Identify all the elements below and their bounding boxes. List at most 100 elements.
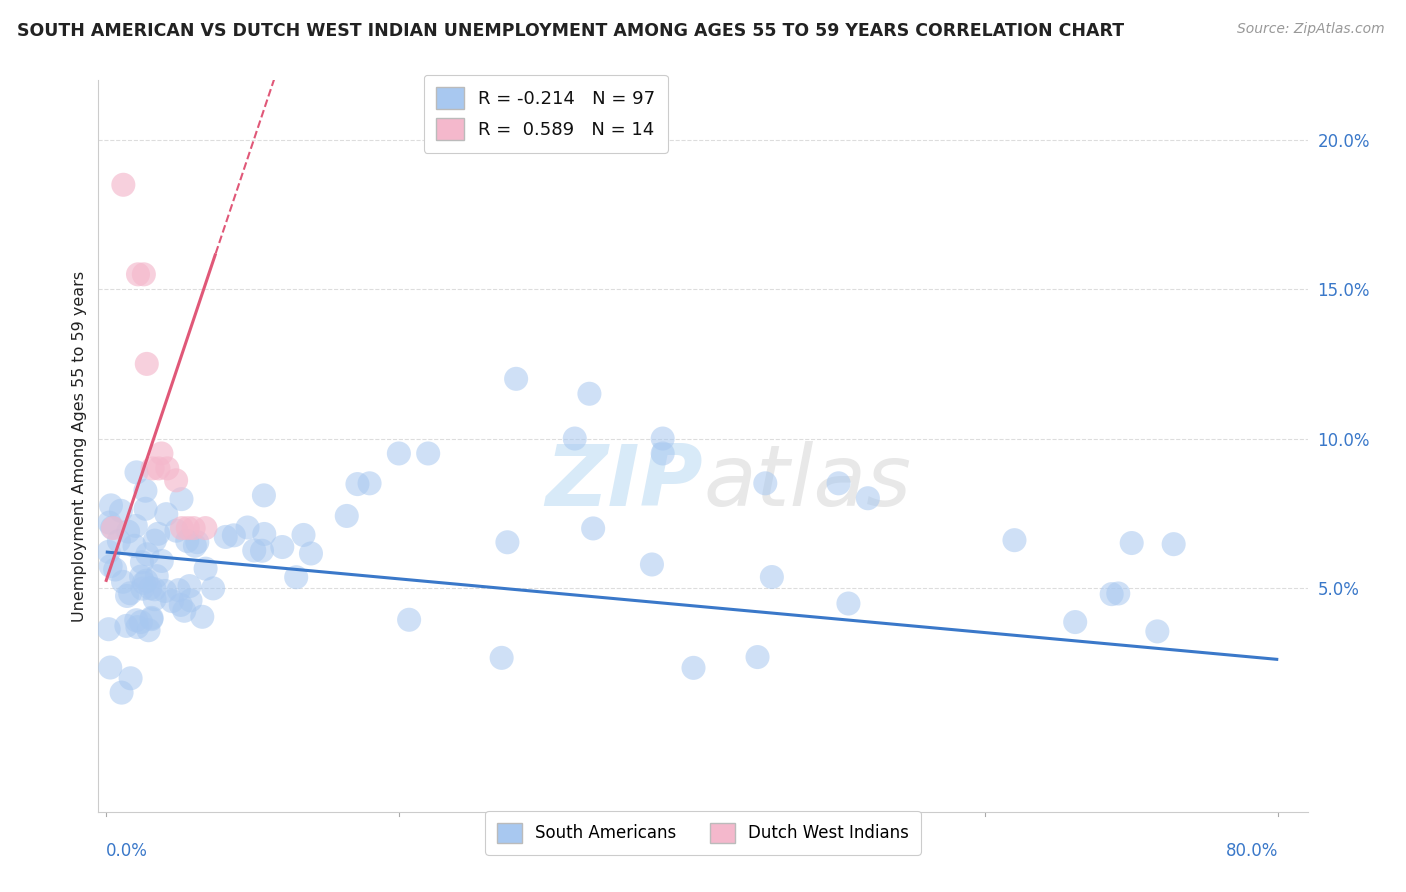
Point bbox=[1004, 533, 1026, 548]
Point bbox=[132, 575, 155, 590]
Point bbox=[346, 477, 368, 491]
Point bbox=[1107, 586, 1129, 600]
Point bbox=[101, 521, 124, 535]
Point bbox=[117, 524, 139, 539]
Text: Source: ZipAtlas.com: Source: ZipAtlas.com bbox=[1237, 22, 1385, 37]
Point bbox=[183, 521, 205, 535]
Point bbox=[827, 476, 849, 491]
Point bbox=[160, 594, 183, 608]
Point bbox=[194, 521, 217, 535]
Point bbox=[682, 661, 704, 675]
Point bbox=[202, 582, 225, 596]
Point bbox=[856, 491, 879, 506]
Point bbox=[141, 611, 163, 625]
Point bbox=[134, 483, 156, 498]
Text: SOUTH AMERICAN VS DUTCH WEST INDIAN UNEMPLOYMENT AMONG AGES 55 TO 59 YEARS CORRE: SOUTH AMERICAN VS DUTCH WEST INDIAN UNEM… bbox=[17, 22, 1123, 40]
Text: atlas: atlas bbox=[703, 441, 911, 524]
Point bbox=[155, 507, 177, 521]
Point bbox=[359, 476, 381, 491]
Point bbox=[173, 604, 195, 618]
Point bbox=[120, 671, 142, 685]
Text: 80.0%: 80.0% bbox=[1226, 842, 1278, 860]
Point bbox=[222, 528, 245, 542]
Point bbox=[100, 499, 122, 513]
Point bbox=[125, 613, 148, 627]
Point bbox=[191, 609, 214, 624]
Point bbox=[215, 530, 238, 544]
Y-axis label: Unemployment Among Ages 55 to 59 years: Unemployment Among Ages 55 to 59 years bbox=[72, 270, 87, 622]
Point bbox=[101, 521, 124, 535]
Point bbox=[747, 650, 769, 665]
Point bbox=[134, 501, 156, 516]
Point bbox=[143, 582, 166, 597]
Point bbox=[837, 597, 859, 611]
Point bbox=[97, 622, 120, 636]
Point bbox=[253, 527, 276, 541]
Point bbox=[135, 574, 157, 588]
Point bbox=[186, 535, 208, 549]
Point bbox=[108, 533, 131, 548]
Point bbox=[271, 540, 294, 554]
Point bbox=[120, 586, 142, 600]
Point bbox=[167, 583, 190, 598]
Point bbox=[184, 539, 207, 553]
Point bbox=[253, 488, 276, 502]
Point bbox=[578, 386, 600, 401]
Point bbox=[135, 357, 157, 371]
Point bbox=[1163, 537, 1185, 551]
Point bbox=[136, 547, 159, 561]
Point bbox=[141, 612, 163, 626]
Point bbox=[641, 558, 664, 572]
Point bbox=[651, 432, 673, 446]
Point bbox=[398, 613, 420, 627]
Point bbox=[651, 446, 673, 460]
Point bbox=[180, 593, 202, 607]
Point bbox=[496, 535, 519, 549]
Point bbox=[127, 268, 149, 282]
Point bbox=[124, 539, 146, 553]
Point bbox=[148, 526, 170, 541]
Point bbox=[336, 508, 359, 523]
Point bbox=[110, 504, 132, 518]
Point bbox=[131, 582, 153, 596]
Point bbox=[100, 559, 122, 574]
Point bbox=[115, 619, 138, 633]
Point bbox=[132, 268, 155, 282]
Point bbox=[1121, 536, 1143, 550]
Point bbox=[112, 178, 135, 192]
Point bbox=[145, 569, 167, 583]
Point bbox=[1064, 615, 1087, 629]
Point bbox=[129, 615, 152, 629]
Point bbox=[177, 521, 200, 535]
Point bbox=[143, 533, 166, 548]
Point bbox=[243, 543, 266, 558]
Point bbox=[299, 546, 322, 560]
Point bbox=[139, 581, 162, 595]
Point bbox=[110, 685, 132, 699]
Point bbox=[125, 466, 148, 480]
Point bbox=[170, 521, 193, 535]
Text: 0.0%: 0.0% bbox=[105, 842, 148, 860]
Point bbox=[111, 574, 134, 589]
Point bbox=[418, 446, 440, 460]
Legend: South Americans, Dutch West Indians: South Americans, Dutch West Indians bbox=[485, 811, 921, 855]
Point bbox=[194, 562, 217, 576]
Point bbox=[236, 520, 259, 534]
Point bbox=[138, 624, 160, 638]
Point bbox=[176, 533, 198, 548]
Point bbox=[165, 524, 187, 538]
Point bbox=[491, 651, 513, 665]
Point bbox=[582, 521, 605, 535]
Point bbox=[129, 569, 152, 583]
Point bbox=[564, 432, 586, 446]
Point bbox=[153, 584, 176, 599]
Point bbox=[285, 570, 308, 584]
Point bbox=[250, 543, 273, 558]
Point bbox=[148, 461, 170, 475]
Point bbox=[761, 570, 783, 584]
Point bbox=[1146, 624, 1168, 639]
Point bbox=[156, 461, 179, 475]
Point bbox=[150, 554, 173, 568]
Text: ZIP: ZIP bbox=[546, 441, 703, 524]
Point bbox=[179, 579, 201, 593]
